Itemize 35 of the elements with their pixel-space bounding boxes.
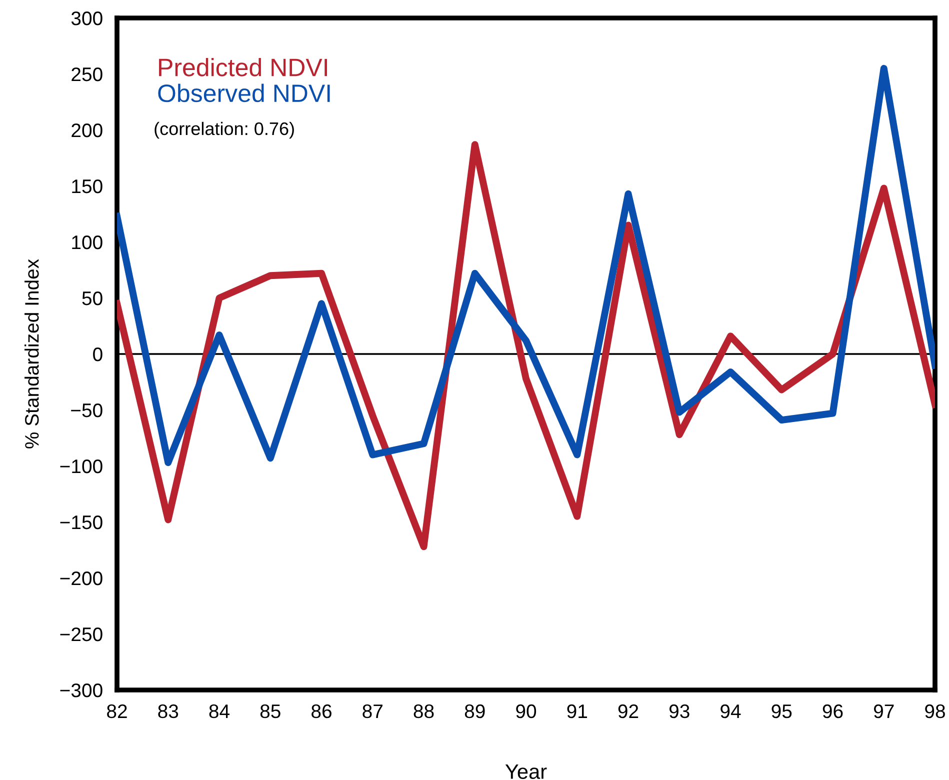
x-tick-label: 90 (516, 704, 536, 718)
x-tick-label: 84 (209, 704, 230, 718)
y-tick-label: 100 (72, 235, 102, 250)
x-tick-label: 91 (567, 704, 587, 718)
x-tick-label: 96 (822, 704, 843, 718)
y-tick-label: 150 (72, 179, 102, 194)
annotation: (correlation: 0.76) (154, 122, 294, 139)
x-tick-label: 95 (772, 704, 792, 718)
x-tick-label: 88 (414, 704, 434, 718)
x-tick-label: 82 (107, 704, 127, 718)
x-tick-label: 85 (260, 704, 280, 718)
y-tick-label: 200 (72, 123, 102, 138)
y-axis-title: % Standardized Index (24, 259, 39, 448)
x-tick-label: 94 (720, 704, 741, 718)
x-tick-label: 93 (669, 704, 690, 718)
y-tick-label: −250 (60, 627, 102, 642)
x-tick-label: 92 (618, 704, 638, 718)
x-axis-title: Year (505, 764, 547, 779)
x-tick-label: 89 (464, 704, 485, 718)
y-tick-label: 50 (82, 291, 102, 306)
x-tick-label: 83 (158, 704, 178, 718)
x-tick-label: 86 (312, 704, 332, 718)
x-tick-label: 97 (874, 704, 894, 718)
y-tick-label: 300 (71, 11, 102, 26)
y-tick-label: −200 (60, 571, 102, 586)
y-tick-label: −150 (60, 515, 102, 530)
x-tick-label: 87 (362, 704, 382, 718)
y-tick-label: 0 (93, 347, 102, 362)
y-tick-label: −300 (60, 683, 102, 698)
y-tick-label: 250 (72, 67, 102, 82)
x-tick-label: 98 (925, 704, 945, 718)
text: Observed NDVI (158, 84, 330, 102)
text: Predicted NDVI (159, 58, 327, 76)
y-tick-label: −50 (71, 403, 102, 418)
y-tick-label: −100 (60, 459, 102, 474)
